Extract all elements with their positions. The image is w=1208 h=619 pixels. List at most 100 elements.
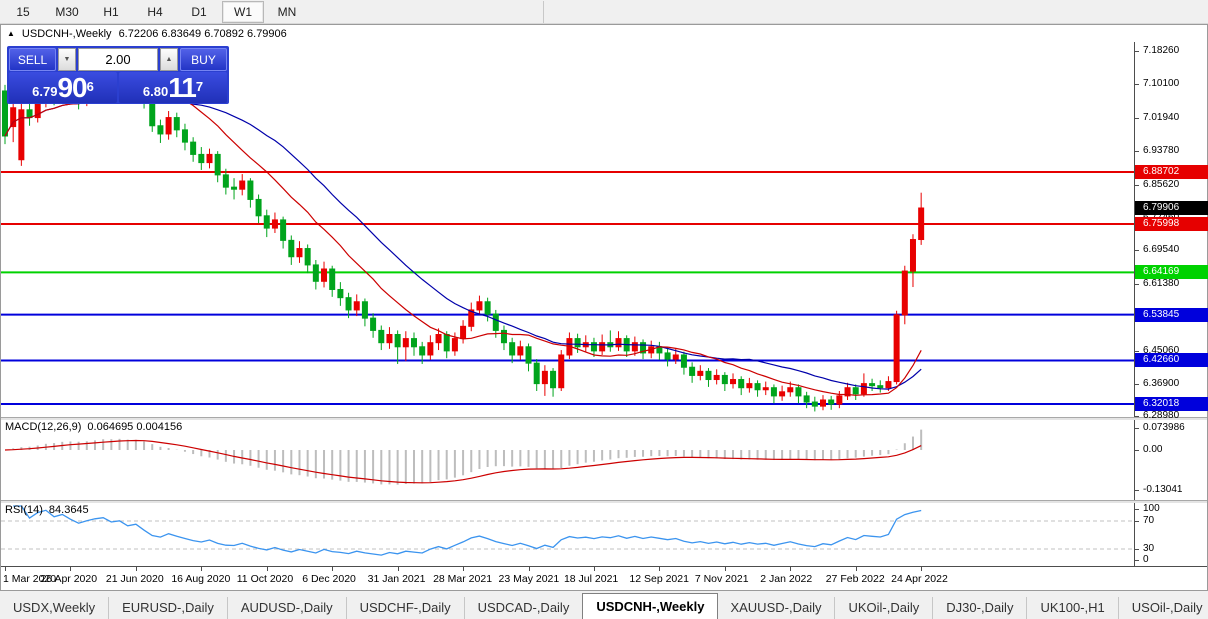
- price-axis-tick: 6.36900: [1135, 378, 1179, 390]
- date-tick: [790, 567, 792, 571]
- chart-tab-usdchf-daily[interactable]: USDCHF-,Daily: [347, 597, 465, 619]
- chart-symbol-title: USDCNH-,Weekly: [21, 27, 112, 40]
- price-axis-tick: 6.61380: [1135, 278, 1179, 290]
- sell-price-display[interactable]: 6.79 90 6: [9, 72, 117, 103]
- chart-tab-eurusd-daily[interactable]: EURUSD-,Daily: [109, 597, 228, 619]
- date-label: 16 Aug 2020: [171, 573, 231, 585]
- chart-tab-usoil-daily[interactable]: USOil-,Daily: [1119, 597, 1208, 619]
- timeframe-button-d1[interactable]: D1: [191, 4, 207, 19]
- price-axis-tick: 0: [1135, 554, 1149, 566]
- sell-button[interactable]: SELL: [9, 48, 56, 71]
- chart-tab-xauusd-daily[interactable]: XAUUSD-,Daily: [717, 597, 836, 619]
- date-tick: [593, 567, 595, 571]
- chart-tab-bar: USDX,Weekly EURUSD-,Daily AUDUSD-,Daily USD…: [0, 590, 1208, 619]
- date-label: 12 Sep 2021: [629, 573, 689, 585]
- date-tick: [201, 567, 203, 571]
- date-label: 11 Oct 2020: [236, 573, 294, 585]
- rsi-axis[interactable]: 100 70 30 0: [1134, 503, 1207, 566]
- chart-ohlc-values: 6.72206 6.83649 6.70892 6.79906: [118, 27, 287, 40]
- price-line-badge: 6.88702: [1135, 165, 1208, 179]
- volume-input[interactable]: 2.00: [78, 48, 158, 71]
- price-axis-tick: 6.85620: [1135, 179, 1179, 191]
- chart-tab-audusd-daily[interactable]: AUDUSD-,Daily: [228, 597, 347, 619]
- sell-price-small: 6.79: [32, 84, 58, 99]
- date-label: 23 May 2021: [498, 573, 560, 585]
- date-label: 7 Nov 2021: [694, 573, 749, 585]
- price-axis-tick: 30: [1135, 543, 1154, 555]
- date-tick: [70, 567, 72, 571]
- chart-tab-usdx-weekly[interactable]: USDX,Weekly: [0, 597, 110, 619]
- price-axis[interactable]: 7.182607.101007.019406.937806.856206.774…: [1134, 42, 1208, 421]
- date-tick: [397, 567, 399, 571]
- price-plot[interactable]: SELL ▼ 2.00 ▲ BUY 6.79 90 6 6.80 11 7: [1, 42, 1134, 417]
- macd-axis[interactable]: 0.073986 0.00 -0.13041: [1134, 420, 1207, 500]
- price-line-badge: 6.53845: [1135, 307, 1208, 322]
- date-label: 21 Jun 2020: [105, 573, 164, 585]
- volume-increase-button[interactable]: ▲: [160, 48, 178, 71]
- rsi-pane: RSI(14) 84.3645 100 70 30 0: [1, 503, 1207, 566]
- date-tick: [724, 567, 726, 571]
- date-tick: [5, 567, 6, 571]
- current-price-badge: 6.79906: [1135, 201, 1208, 215]
- macd-title: MACD(12,26,9) 0.064695 0.004156: [5, 421, 183, 433]
- price-axis-tick: 6.28980: [1135, 410, 1179, 422]
- buy-button[interactable]: BUY: [180, 48, 227, 71]
- chart-tab-uk100-h1[interactable]: UK100-,H1: [1027, 597, 1119, 619]
- date-label: 18 Jul 2021: [563, 573, 619, 585]
- date-tick: [659, 567, 661, 571]
- date-tick: [135, 567, 137, 571]
- timeframe-button-15[interactable]: 15: [16, 4, 30, 19]
- pane-splitter[interactable]: [1, 500, 1207, 503]
- macd-plot[interactable]: MACD(12,26,9) 0.064695 0.004156: [1, 420, 1134, 500]
- price-axis-tick: 7.01940: [1135, 112, 1179, 124]
- date-tick: [332, 567, 334, 571]
- timeframe-button-h1[interactable]: H1: [103, 4, 119, 19]
- chart-tab-usdcad-daily[interactable]: USDCAD-,Daily: [465, 597, 584, 619]
- price-line-badge: 6.64169: [1135, 265, 1208, 280]
- buy-price-small: 6.80: [142, 84, 169, 99]
- chart-tab-usdcnh-weekly[interactable]: USDCNH-,Weekly: [582, 593, 719, 619]
- chart-title-row: ▲ USDCNH-,Weekly 6.72206 6.83649 6.70892…: [1, 25, 1207, 42]
- date-label: 6 Dec 2020: [302, 573, 356, 585]
- date-tick: [528, 567, 530, 571]
- rsi-plot[interactable]: RSI(14) 84.3645: [1, 503, 1134, 566]
- chart-tab-dj30-daily[interactable]: DJ30-,Daily: [933, 597, 1028, 619]
- date-axis[interactable]: 1 Mar 2020 26 Apr 2020 21 Jun 2020 16 Aug 2…: [1, 566, 1207, 590]
- pane-splitter[interactable]: [1, 417, 1207, 420]
- triangle-up-icon: ▲: [165, 56, 173, 63]
- date-tick: [921, 567, 923, 571]
- one-click-collapse-icon[interactable]: ▲: [7, 29, 15, 38]
- buy-price-sup: 7: [195, 79, 204, 94]
- toolbar-separator: [543, 1, 544, 23]
- chart-window: ▲ USDCNH-,Weekly 6.72206 6.83649 6.70892…: [0, 24, 1208, 590]
- price-line-badge: 6.42660: [1135, 353, 1208, 368]
- price-axis-tick: 6.45060: [1135, 345, 1179, 357]
- timeframe-button-mn[interactable]: MN: [277, 4, 297, 19]
- buy-price-display[interactable]: 6.80 11 7: [119, 72, 227, 103]
- price-line-badge: 6.32018: [1135, 397, 1208, 411]
- price-axis-tick: 0.00: [1135, 444, 1162, 456]
- price-axis-tick: 70: [1135, 515, 1154, 527]
- timeframe-toolbar: 15 M30 H1 H4 D1 W1 MN: [0, 0, 1208, 24]
- date-tick: [855, 567, 857, 571]
- date-label: 28 Mar 2021: [433, 573, 493, 585]
- date-tick: [463, 567, 465, 571]
- triangle-down-icon: ▼: [63, 56, 71, 63]
- price-line-badge: 6.75998: [1135, 217, 1208, 231]
- macd-pane: MACD(12,26,9) 0.064695 0.004156 0.073986 0…: [1, 420, 1207, 500]
- volume-decrease-button[interactable]: ▼: [58, 48, 76, 71]
- timeframe-button-m30[interactable]: M30: [55, 4, 79, 19]
- price-axis-tick: 7.18260: [1135, 45, 1179, 57]
- price-axis-tick: 6.93780: [1135, 145, 1179, 157]
- date-label: 31 Jan 2021: [367, 573, 426, 585]
- timeframe-button-h4[interactable]: H4: [147, 4, 163, 19]
- price-axis-tick: -0.13041: [1135, 484, 1182, 496]
- rsi-title: RSI(14) 84.3645: [5, 504, 89, 516]
- price-axis-tick: 0.073986: [1135, 422, 1185, 434]
- chart-tab-ukoil-daily[interactable]: UKOil-,Daily: [835, 597, 934, 619]
- price-axis-tick: 7.10100: [1135, 78, 1179, 90]
- timeframe-button-w1[interactable]: W1: [222, 0, 264, 23]
- price-pane: SELL ▼ 2.00 ▲ BUY 6.79 90 6 6.80 11 7 7.1826…: [1, 42, 1208, 421]
- date-tick: [266, 567, 268, 571]
- one-click-trade-panel: SELL ▼ 2.00 ▲ BUY 6.79 90 6 6.80 11 7: [7, 46, 229, 104]
